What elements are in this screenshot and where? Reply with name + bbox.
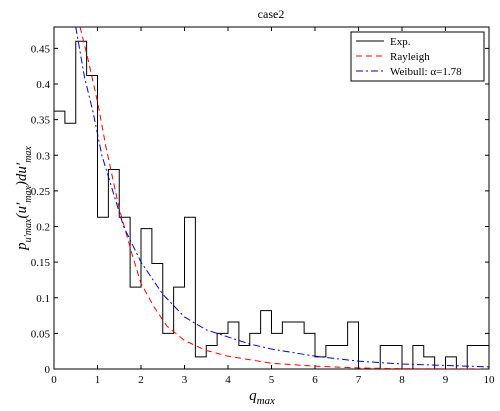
- x-tick-label: 4: [225, 374, 231, 386]
- x-tick-label: 8: [399, 374, 405, 386]
- legend-label-weibull: Weibull: α=1.78: [390, 66, 462, 78]
- y-axis: 0 0.05 0.1 0.15 0.2 0.25 0.3 0.35 0.4 0.45: [31, 43, 489, 376]
- x-tick-label: 2: [138, 374, 144, 386]
- chart-title: case2: [258, 7, 285, 21]
- x-tick-label: 1: [95, 374, 101, 386]
- legend: Exp. Rayleigh Weibull: α=1.78: [350, 31, 485, 82]
- y-tick-label: 0.15: [31, 257, 51, 269]
- x-axis-label: qmax: [249, 388, 275, 407]
- x-axis: 0 1 2 3 4 5 6 7 8 9 10: [51, 27, 495, 386]
- x-tick-label: 9: [443, 374, 449, 386]
- y-axis-label: pu′max(u′max)du′max: [14, 146, 34, 251]
- y-tick-label: 0.3: [36, 150, 50, 162]
- y-tick-label: 0.4: [36, 79, 50, 91]
- x-tick-label: 7: [356, 374, 362, 386]
- y-tick-label: 0.05: [31, 328, 51, 340]
- x-tick-label: 5: [269, 374, 275, 386]
- legend-box: [350, 31, 485, 82]
- x-tick-label: 10: [484, 374, 496, 386]
- x-tick-label: 6: [312, 374, 318, 386]
- legend-label-exp: Exp.: [390, 36, 411, 48]
- x-tick-label: 3: [182, 374, 188, 386]
- y-tick-label: 0.35: [31, 115, 51, 127]
- legend-label-rayleigh: Rayleigh: [390, 51, 430, 63]
- y-tick-label: 0.45: [31, 43, 51, 55]
- x-tick-label: 0: [51, 374, 57, 386]
- series-rayleigh-line: [79, 27, 489, 369]
- y-tick-label: 0.25: [31, 186, 51, 198]
- y-tick-label: 0: [45, 364, 51, 376]
- series-weibull-line: [75, 27, 489, 368]
- y-tick-label: 0.1: [36, 293, 50, 305]
- y-tick-label: 0.2: [36, 222, 50, 234]
